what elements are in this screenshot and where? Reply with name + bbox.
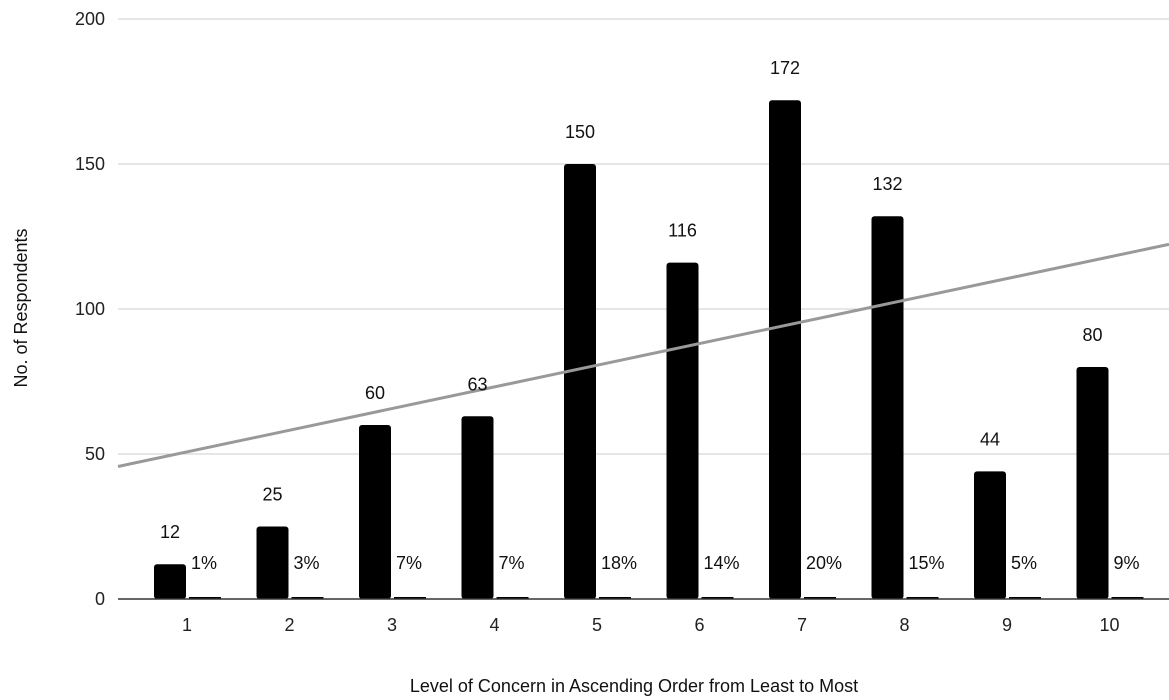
- bar-value-label-8: 132: [872, 174, 902, 194]
- bar-value-label-5: 150: [565, 122, 595, 142]
- pct-bar-1: [189, 597, 221, 599]
- pct-label-2: 3%: [294, 553, 320, 573]
- bar-6: [666, 262, 699, 599]
- pct-label-6: 14%: [704, 553, 740, 573]
- pct-bar-8: [906, 597, 939, 599]
- pct-label-10: 9%: [1114, 553, 1140, 573]
- pct-label-8: 15%: [909, 553, 945, 573]
- bar-3: [359, 425, 391, 599]
- bar-5: [564, 164, 596, 599]
- pct-label-1: 1%: [191, 553, 217, 573]
- x-tick-label-1: 1: [182, 615, 192, 635]
- x-tick-label-6: 6: [694, 615, 704, 635]
- bar-1: [154, 564, 186, 599]
- bar-8: [871, 216, 904, 599]
- x-tick-label-3: 3: [387, 615, 397, 635]
- bar-4: [461, 416, 494, 599]
- pct-label-3: 7%: [396, 553, 422, 573]
- pct-bar-10: [1111, 597, 1144, 599]
- bars: [154, 100, 1144, 599]
- bar-value-label-4: 63: [467, 374, 487, 394]
- pct-bar-2: [291, 597, 324, 599]
- y-tick-label-50: 50: [85, 444, 105, 464]
- x-tick-label-2: 2: [284, 615, 294, 635]
- x-tick-label-8: 8: [899, 615, 909, 635]
- x-tick-label-7: 7: [797, 615, 807, 635]
- y-tick-label-0: 0: [95, 589, 105, 609]
- bar-value-label-3: 60: [365, 383, 385, 403]
- pct-label-7: 20%: [806, 553, 842, 573]
- trendline-group: [117, 242, 1169, 468]
- trendline: [117, 242, 1169, 468]
- y-tick-label-200: 200: [75, 9, 105, 29]
- pct-bar-5: [599, 597, 631, 599]
- bar-10: [1076, 367, 1109, 599]
- x-axis-title: Level of Concern in Ascending Order from…: [410, 676, 858, 696]
- x-tick-label-4: 4: [489, 615, 499, 635]
- bar-value-label-1: 12: [160, 522, 180, 542]
- pct-bar-9: [1009, 597, 1041, 599]
- x-tick-label-5: 5: [592, 615, 602, 635]
- gridlines: [118, 18, 1169, 455]
- bar-7: [769, 100, 801, 599]
- pct-bar-7: [804, 597, 836, 599]
- bar-value-label-7: 172: [770, 58, 800, 78]
- pct-bar-4: [496, 597, 529, 599]
- bar-value-label-9: 44: [980, 429, 1000, 449]
- pct-label-9: 5%: [1011, 553, 1037, 573]
- y-axis-title: No. of Respondents: [11, 228, 31, 387]
- y-tick-label-100: 100: [75, 299, 105, 319]
- bar-value-label-10: 80: [1082, 325, 1102, 345]
- pct-label-4: 7%: [499, 553, 525, 573]
- bar-9: [974, 471, 1006, 599]
- bar-value-label-2: 25: [262, 485, 282, 505]
- bar-2: [256, 526, 289, 599]
- pct-label-5: 18%: [601, 553, 637, 573]
- x-tick-label-10: 10: [1099, 615, 1119, 635]
- pct-bar-6: [701, 597, 734, 599]
- data-labels: 12 1% 25 3% 60 7% 63 7% 150 18% 116 14% 172 20% 132 15%…: [160, 58, 1140, 573]
- x-tick-label-9: 9: [1002, 615, 1012, 635]
- bar-value-label-6: 116: [668, 221, 697, 241]
- y-tick-label-150: 150: [75, 154, 105, 174]
- pct-bar-3: [394, 597, 426, 599]
